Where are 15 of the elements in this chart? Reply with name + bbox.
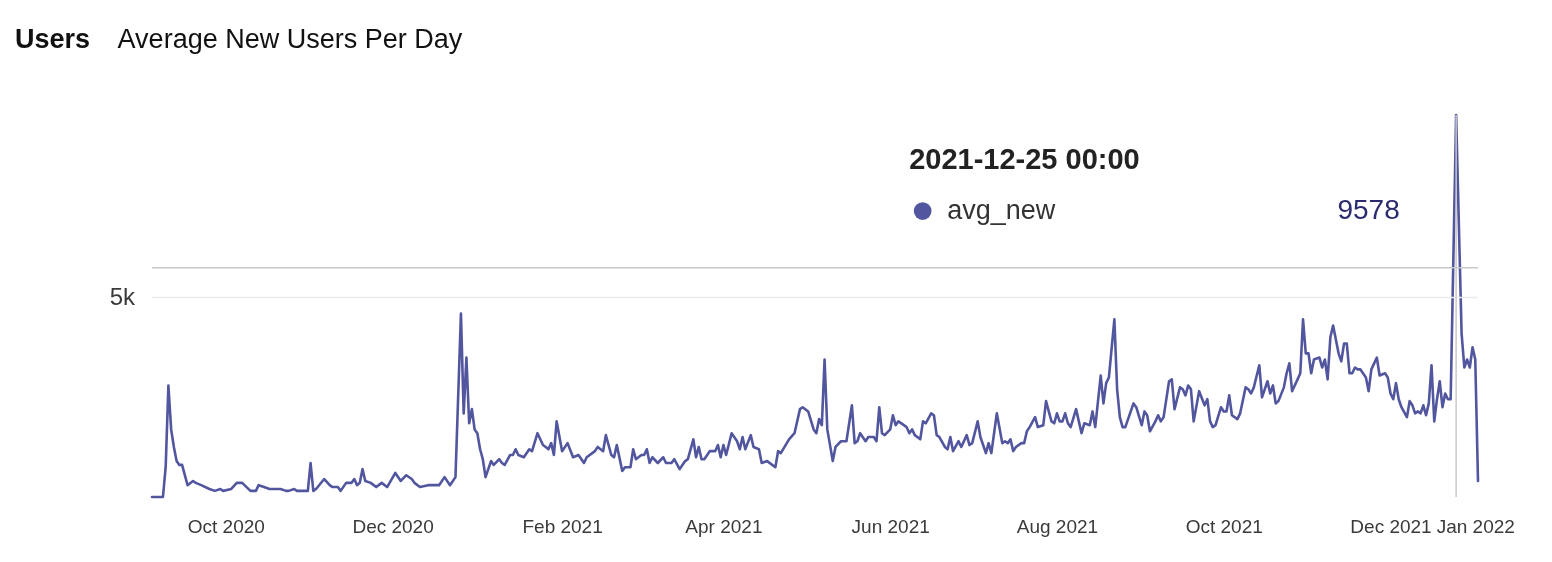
x-tick-label: Feb 2021: [522, 515, 603, 537]
chart-title: Users: [15, 24, 91, 54]
chart-subtitle: Average New Users Per Day: [117, 24, 463, 54]
x-tick-label: Jun 2021: [851, 515, 930, 537]
x-tick-label: Jan 2022: [1436, 515, 1515, 537]
legend-title: 2021-12-25 00:00: [909, 142, 1140, 175]
x-tick-label: Apr 2021: [685, 515, 763, 537]
x-tick-label: Oct 2020: [187, 515, 265, 537]
legend-label: avg_new: [947, 195, 1056, 226]
x-tick-label: Oct 2021: [1185, 515, 1263, 537]
x-tick-label: Dec 2021: [1350, 515, 1432, 537]
x-tick-label: Dec 2020: [352, 515, 434, 537]
ref-line-label: 5k: [109, 282, 136, 310]
annotation: 9578: [1337, 193, 1400, 225]
x-tick-label: Aug 2021: [1016, 515, 1099, 537]
